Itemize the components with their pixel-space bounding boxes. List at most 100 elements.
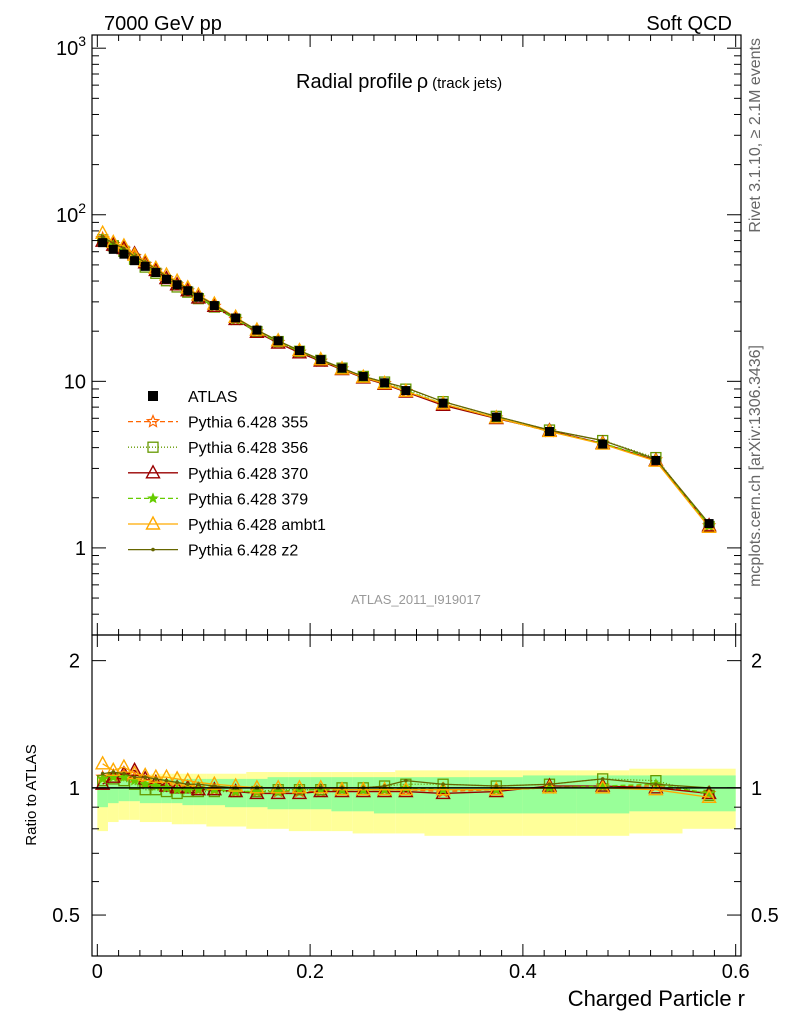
series-marker-ratio [376,783,393,798]
series-marker-ratio [355,781,371,796]
series-marker-main [122,246,126,251]
series-marker-ratio [404,778,408,783]
series-marker-main [100,235,105,239]
series-marker-ratio [435,781,451,796]
data-point [209,301,219,311]
series-marker-ratio [488,781,504,796]
series-marker-ratio [270,779,286,794]
series-marker-ratio [334,783,350,798]
legend-marker [145,464,161,479]
series-marker-ratio [249,779,265,794]
data-point [358,371,368,381]
x-tick-label: 0.6 [722,961,750,983]
y-tick-label-ratio-right: 2 [751,651,762,673]
series-marker-ratio [185,782,190,787]
atlas-uncertainty-bands [97,768,736,836]
series-marker-ratio [600,777,605,781]
series-marker-ratio [313,783,329,798]
legend-marker [151,547,155,552]
legend-marker [145,515,161,530]
analysis-label: ATLAS_2011_I919017 [351,592,481,607]
series-marker-ratio [313,779,329,794]
series-marker-ratio [111,770,116,774]
series-line-ratio [102,769,710,795]
y-tick-label-ratio: 2 [69,651,80,673]
legend-label: Pythia 6.428 355 [188,415,308,432]
series-marker-ratio [169,779,185,794]
data-point [316,355,326,365]
stat-band-bin [139,780,151,804]
header-left: 7000 GeV pp [104,13,222,35]
y-tick-exp: 3 [78,33,86,49]
atlas-data-points [92,238,741,789]
series-marker-ratio [148,768,164,783]
series-marker-ratio [648,779,664,794]
y-tick-label-main: 10 [64,371,86,393]
series-marker-ratio [100,771,105,776]
series-5 [100,235,711,790]
mc-series [94,224,717,803]
series-marker-ratio [398,781,414,796]
y-tick-label-ratio-right: 0.5 [751,905,779,927]
series-marker-ratio [595,779,611,794]
series-marker-ratio [164,778,169,783]
data-point [704,519,714,529]
legend-label: Pythia 6.428 370 [188,466,308,483]
data-point [380,378,390,388]
stat-band-bin [97,782,108,808]
data-point [401,386,411,396]
data-point [108,244,118,254]
x-tick-label: 0.4 [509,961,537,983]
series-marker-ratio [154,777,158,781]
x-tick-label: 0.2 [296,961,324,983]
series-marker-ratio [435,784,451,800]
series-marker-ratio [94,755,111,770]
data-point [119,249,129,259]
series-marker-ratio [541,779,558,794]
data-point [151,268,161,278]
data-point [172,280,182,290]
data-point [130,256,140,266]
chart-title: Radial profile ρ (track jets) [296,71,502,93]
data-point [252,325,262,335]
legend-marker [147,492,159,504]
data-point [544,426,554,436]
series-marker-ratio [334,781,350,796]
y-tick-label-ratio: 0.5 [52,905,80,927]
data-point [294,346,304,356]
data-point [598,439,608,449]
legend-label: Pythia 6.428 379 [188,491,308,508]
legend-label: ATLAS [188,389,238,406]
data-point [183,286,193,296]
chart-title-main: Radial profile [296,71,413,93]
data-point [273,336,283,346]
series-marker-ratio [196,782,201,787]
y-tick-label-main: 103 [56,33,86,60]
legend-label: Pythia 6.428 z2 [188,543,298,560]
data-point [161,274,171,284]
x-tick-label: 0 [92,961,103,983]
series-marker-ratio [441,782,445,787]
data-point [98,238,108,248]
side-label-bottom: mcplots.cern.ch [arXiv:1306.3436] [747,345,764,587]
data-point [193,292,203,302]
legend-marker [147,441,159,453]
series-marker-ratio [206,775,223,790]
chart-title-suffix: (track jets) [432,75,502,92]
legend-marker [145,414,161,428]
series-marker-ratio [212,784,217,788]
y-tick-exp: 2 [78,200,86,216]
series-marker-ratio [701,788,717,803]
series-marker-ratio [382,784,387,788]
stat-band-bin [107,780,119,804]
y-tick-base: 10 [56,38,78,60]
series-marker-ratio [654,782,658,787]
series-marker-ratio [541,777,558,792]
series-4 [94,224,717,803]
series-marker-ratio [547,782,552,787]
data-point [651,455,661,465]
data-point [140,261,150,271]
series-line-main [102,232,710,528]
stat-band-bin [129,780,140,802]
y-tick-label-ratio: 1 [69,778,80,800]
